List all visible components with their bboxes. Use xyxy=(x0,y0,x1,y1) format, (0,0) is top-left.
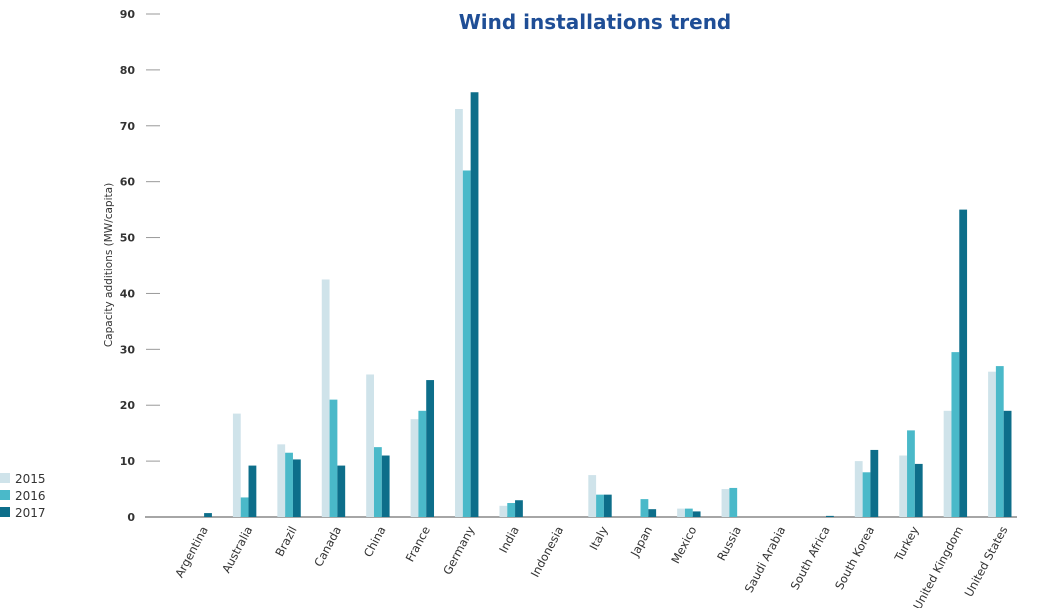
category-label: Indonesia xyxy=(528,524,566,580)
y-tick-label: 0 xyxy=(127,511,135,524)
bar xyxy=(995,366,1004,517)
y-tick-label: 20 xyxy=(120,399,136,412)
bar xyxy=(684,508,693,517)
y-tick-label: 10 xyxy=(120,455,136,468)
bar xyxy=(692,511,701,517)
y-axis-label: Capacity additions (MW/capita) xyxy=(103,183,115,347)
bar xyxy=(373,447,382,517)
category-label: Turkey xyxy=(891,524,921,565)
category-label: Argentina xyxy=(172,524,211,580)
bar xyxy=(943,410,952,517)
bar xyxy=(462,170,471,517)
bar xyxy=(292,459,301,517)
bar xyxy=(418,410,427,517)
category-label: Russia xyxy=(714,524,744,563)
bar xyxy=(248,465,257,517)
category-label: Japan xyxy=(627,524,655,560)
category-labels: Argentina Australia Brazil Canada China Franc… xyxy=(172,524,1010,608)
bar xyxy=(951,352,960,517)
legend-label: 2016 xyxy=(15,489,46,503)
bar xyxy=(870,449,879,517)
bar xyxy=(381,455,390,517)
chart-title: Wind installations trend xyxy=(459,10,732,34)
y-tick-label: 30 xyxy=(120,343,136,356)
bar xyxy=(988,371,996,517)
category-label: Italy xyxy=(587,524,611,553)
legend-label: 2017 xyxy=(15,506,46,520)
category-label: Australia xyxy=(219,524,255,575)
bar xyxy=(899,455,908,517)
legend: 2015 2016 2017 xyxy=(0,472,46,520)
y-tick-label: 70 xyxy=(120,120,136,133)
y-tick-label: 80 xyxy=(120,64,136,77)
category-label: United States xyxy=(962,524,1011,599)
bar xyxy=(499,505,508,517)
category-label: Canada xyxy=(311,524,344,569)
bar xyxy=(677,508,685,517)
bar xyxy=(588,475,597,517)
legend-swatch xyxy=(0,507,10,517)
bar xyxy=(277,444,286,517)
category-label: South Africa xyxy=(788,524,833,592)
y-tick-label: 60 xyxy=(120,176,136,189)
bar xyxy=(337,465,346,517)
category-label: United Kingdom xyxy=(910,524,966,608)
bar xyxy=(959,209,968,517)
bar xyxy=(232,413,241,517)
category-label: South Korea xyxy=(832,524,877,592)
category-label: China xyxy=(361,524,389,560)
bar xyxy=(366,374,374,517)
bars xyxy=(204,92,1012,517)
bar xyxy=(410,419,419,517)
bar xyxy=(240,497,249,517)
bar xyxy=(603,494,612,517)
category-label: Mexico xyxy=(668,524,699,566)
bar xyxy=(721,489,730,517)
bar xyxy=(914,463,923,517)
bar xyxy=(455,109,463,517)
bar xyxy=(640,499,649,517)
bar xyxy=(329,399,338,517)
bar xyxy=(515,500,523,517)
category-label: Saudi Arabia xyxy=(742,524,789,595)
bar xyxy=(321,279,330,517)
y-axis: 0 10 20 30 40 50 60 70 80 90 xyxy=(120,8,160,524)
bar xyxy=(826,515,834,517)
y-tick-label: 40 xyxy=(120,287,136,300)
bar xyxy=(470,92,479,517)
category-label: Germany xyxy=(440,524,477,577)
bar xyxy=(854,461,863,517)
bar xyxy=(862,472,871,517)
bar xyxy=(204,513,212,517)
legend-swatch xyxy=(0,473,10,483)
category-label: India xyxy=(496,524,522,556)
legend-label: 2015 xyxy=(15,472,46,486)
category-label: France xyxy=(403,524,433,564)
y-tick-label: 90 xyxy=(120,8,136,21)
y-tick-label: 50 xyxy=(120,232,136,245)
bar xyxy=(507,503,516,517)
bar xyxy=(426,380,435,517)
bar xyxy=(596,494,604,517)
bar xyxy=(285,452,293,517)
category-label: Brazil xyxy=(272,524,299,559)
bar xyxy=(907,430,915,517)
bar xyxy=(1003,410,1012,517)
bar xyxy=(648,509,657,517)
legend-swatch xyxy=(0,490,10,500)
bar xyxy=(729,487,738,517)
